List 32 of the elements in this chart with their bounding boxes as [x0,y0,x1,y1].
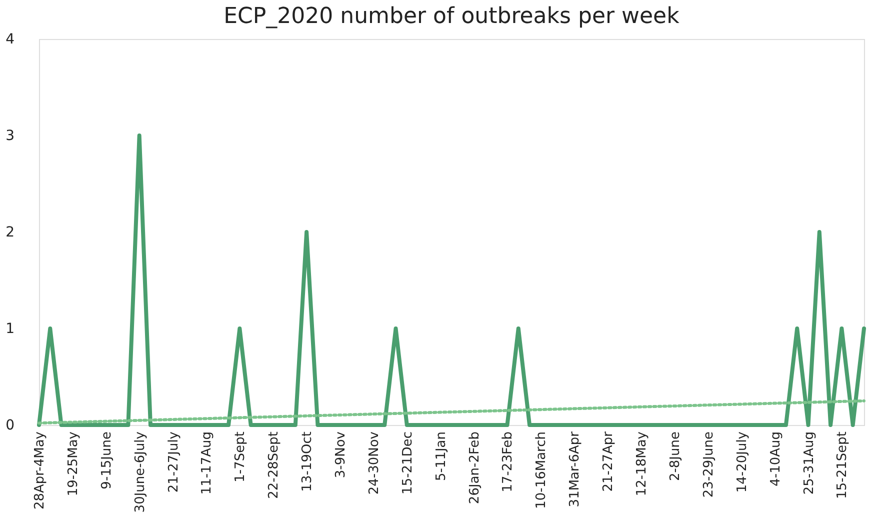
y-tick-label: 4 [6,32,15,48]
x-tick-label: 10-16March [534,432,550,509]
x-tick-label: 28Apr-4May [32,431,48,510]
line-series [37,134,866,427]
x-tick-label: 12-18May [634,431,650,496]
x-tick-label: 5-11Jan [434,432,449,482]
x-tick-label: 4-10Aug [768,432,784,486]
y-tick-label: 3 [6,128,14,144]
x-tick-label: 19-25May [66,431,81,496]
x-tick-label: 3-9Nov [334,431,349,478]
x-tick-label: 9-15June [99,432,114,490]
x-tick-label: 24-30Nov [366,431,382,495]
x-tick-label: 2-8June [668,432,683,482]
chart-title: ECP_2020 number of outbreaks per week [224,4,680,29]
x-tick-label: 14-20July [734,431,750,493]
x-tick-label: 13-19Oct [300,432,316,492]
x-tick-label: 21-27July [166,431,182,493]
x-tick-label: 30June-6July [132,431,148,513]
x-tick-label: 25-31Aug [802,432,817,495]
x-tick-label: 26Jan-2Feb [467,432,482,504]
y-tick-label: 2 [6,224,14,240]
x-tick-label: 1-7Sept [233,432,248,482]
y-tick-label: 0 [6,418,14,434]
x-tick-label: 15-21Sept [835,432,850,499]
x-tick-label: 17-23Feb [500,432,516,492]
x-tick-label: 23-29June [701,432,716,498]
x-tick-label: 22-28Sept [266,432,282,499]
x-tick-label: 21-27Apr [601,430,616,492]
x-tick-label: 31Mar-6Apr [568,430,583,508]
y-tick-label: 1 [6,321,14,337]
x-tick-label: 11-17Aug [200,432,215,495]
x-tick-label: 15-21Dec [400,432,416,494]
